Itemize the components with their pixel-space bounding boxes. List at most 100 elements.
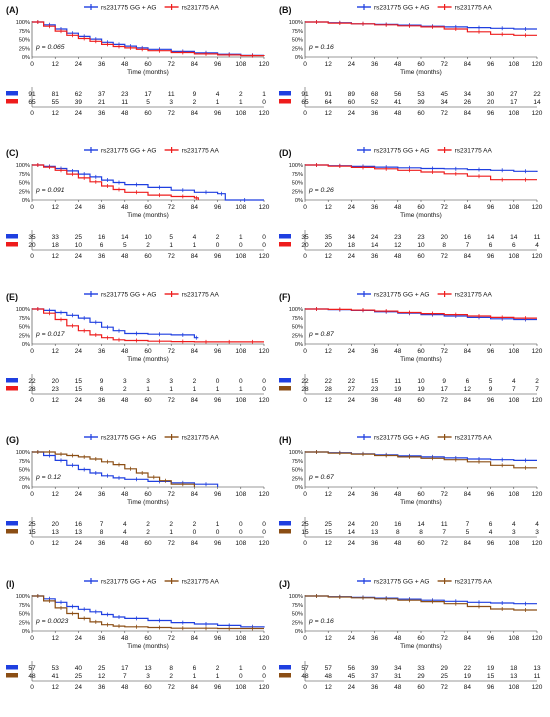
risk-row-swatch xyxy=(6,673,18,678)
risk-value: 12 xyxy=(464,386,472,393)
x-axis-title: Time (months) xyxy=(127,356,169,363)
legend-label: rs231775 GG + AG xyxy=(374,579,429,586)
risk-value: 25 xyxy=(75,673,83,680)
risk-value: 20 xyxy=(325,242,333,249)
risk-x-tick-label: 12 xyxy=(52,540,60,547)
x-tick-label: 108 xyxy=(508,61,519,68)
risk-value: 5 xyxy=(123,242,127,249)
legend-label: rs231775 AA xyxy=(182,292,220,299)
x-tick-label: 0 xyxy=(303,348,307,355)
y-tick-label: 0% xyxy=(295,55,303,61)
risk-x-tick-label: 108 xyxy=(508,110,519,117)
x-tick-label: 72 xyxy=(168,348,176,355)
risk-x-tick-label: 12 xyxy=(52,684,60,691)
risk-value: 2 xyxy=(193,99,197,106)
y-tick-label: 0% xyxy=(295,198,303,204)
risk-value: 15 xyxy=(371,378,379,385)
risk-x-tick-label: 120 xyxy=(532,684,543,691)
x-tick-label: 0 xyxy=(30,348,34,355)
x-tick-label: 48 xyxy=(121,348,129,355)
km-curve-red xyxy=(32,164,199,200)
legend: rs231775 GG + AG rs231775 AA xyxy=(357,4,492,12)
x-tick-label: 120 xyxy=(532,61,543,68)
p-value: p = 0.16 xyxy=(308,618,334,625)
x-tick-label: 84 xyxy=(464,204,472,211)
risk-x-tick-label: 48 xyxy=(394,110,402,117)
risk-x-tick-label: 72 xyxy=(441,684,449,691)
legend: rs231775 GG + AG rs231775 AA xyxy=(357,147,492,155)
risk-value: 9 xyxy=(100,378,104,385)
legend-label: rs231775 GG + AG xyxy=(374,292,429,299)
risk-value: 0 xyxy=(239,521,243,528)
y-tick-label: 25% xyxy=(19,333,30,339)
risk-value: 15 xyxy=(75,386,83,393)
panel-b: (B) rs231775 GG + AG rs231775 AA 0% 25% 50% 75… xyxy=(279,4,543,117)
risk-row-swatch xyxy=(279,529,291,534)
risk-x-tick-label: 120 xyxy=(532,540,543,547)
x-tick-label: 60 xyxy=(417,61,425,68)
x-tick-label: 108 xyxy=(235,635,246,642)
risk-value: 22 xyxy=(464,665,472,672)
legend-label: rs231775 AA xyxy=(182,148,220,155)
x-tick-label: 84 xyxy=(191,635,199,642)
x-tick-label: 36 xyxy=(98,61,106,68)
p-value: p = 0.26 xyxy=(308,187,334,194)
risk-x-tick-label: 72 xyxy=(168,253,176,260)
risk-value: 16 xyxy=(75,521,83,528)
risk-value: 1 xyxy=(239,234,243,241)
x-tick-label: 96 xyxy=(487,348,495,355)
risk-value: 0 xyxy=(262,234,266,241)
x-tick-label: 60 xyxy=(144,61,152,68)
risk-value: 91 xyxy=(325,91,333,98)
x-tick-label: 24 xyxy=(348,635,356,642)
x-tick-label: 12 xyxy=(52,635,60,642)
legend-label: rs231775 AA xyxy=(182,579,220,586)
x-tick-label: 120 xyxy=(532,204,543,211)
x-tick-label: 36 xyxy=(98,204,106,211)
x-tick-label: 108 xyxy=(235,348,246,355)
risk-value: 15 xyxy=(487,673,495,680)
x-tick-label: 0 xyxy=(303,635,307,642)
risk-value: 9 xyxy=(489,386,493,393)
risk-value: 23 xyxy=(52,386,60,393)
risk-value: 16 xyxy=(394,521,402,528)
risk-value: 2 xyxy=(216,665,220,672)
risk-x-tick-label: 108 xyxy=(235,253,246,260)
risk-row-swatch xyxy=(6,99,18,104)
risk-value: 13 xyxy=(144,665,152,672)
risk-value: 11 xyxy=(394,378,401,385)
risk-x-tick-label: 120 xyxy=(259,253,270,260)
panel-h: (H) rs231775 GG + AG rs231775 AA0%25%50%75… xyxy=(279,434,543,547)
x-tick-label: 0 xyxy=(30,61,34,68)
x-tick-label: 96 xyxy=(214,348,222,355)
x-axis-title: Time (months) xyxy=(400,499,442,506)
x-tick-label: 0 xyxy=(303,61,307,68)
risk-value: 0 xyxy=(239,673,243,680)
risk-x-tick-label: 36 xyxy=(371,110,379,117)
risk-x-tick-label: 48 xyxy=(121,684,129,691)
y-tick-label: 0% xyxy=(22,629,30,635)
risk-value: 21 xyxy=(98,99,106,106)
risk-value: 33 xyxy=(52,234,60,241)
risk-value: 27 xyxy=(348,386,356,393)
x-tick-label: 24 xyxy=(75,635,83,642)
risk-value: 17 xyxy=(144,91,152,98)
risk-value: 12 xyxy=(394,242,402,249)
risk-value: 0 xyxy=(262,99,266,106)
risk-x-tick-label: 36 xyxy=(98,540,106,547)
x-tick-label: 96 xyxy=(214,204,222,211)
x-tick-label: 84 xyxy=(464,348,472,355)
y-tick-label: 25% xyxy=(19,189,30,195)
x-tick-label: 0 xyxy=(30,204,34,211)
risk-value: 1 xyxy=(216,521,220,528)
risk-row-swatch xyxy=(6,665,18,670)
risk-table: 22 20 15 9 3 3 3 2 0 0 028 23 15 6 2 1 1 1 1 1 00 12 24 36 48 60 7… xyxy=(6,374,270,404)
x-tick-label: 120 xyxy=(259,204,270,211)
y-tick-label: 25% xyxy=(292,620,303,626)
legend-label: rs231775 GG + AG xyxy=(374,5,429,12)
risk-value: 37 xyxy=(98,91,106,98)
risk-value: 19 xyxy=(417,386,425,393)
legend-label: rs231775 AA xyxy=(455,292,493,299)
risk-value: 1 xyxy=(146,386,150,393)
